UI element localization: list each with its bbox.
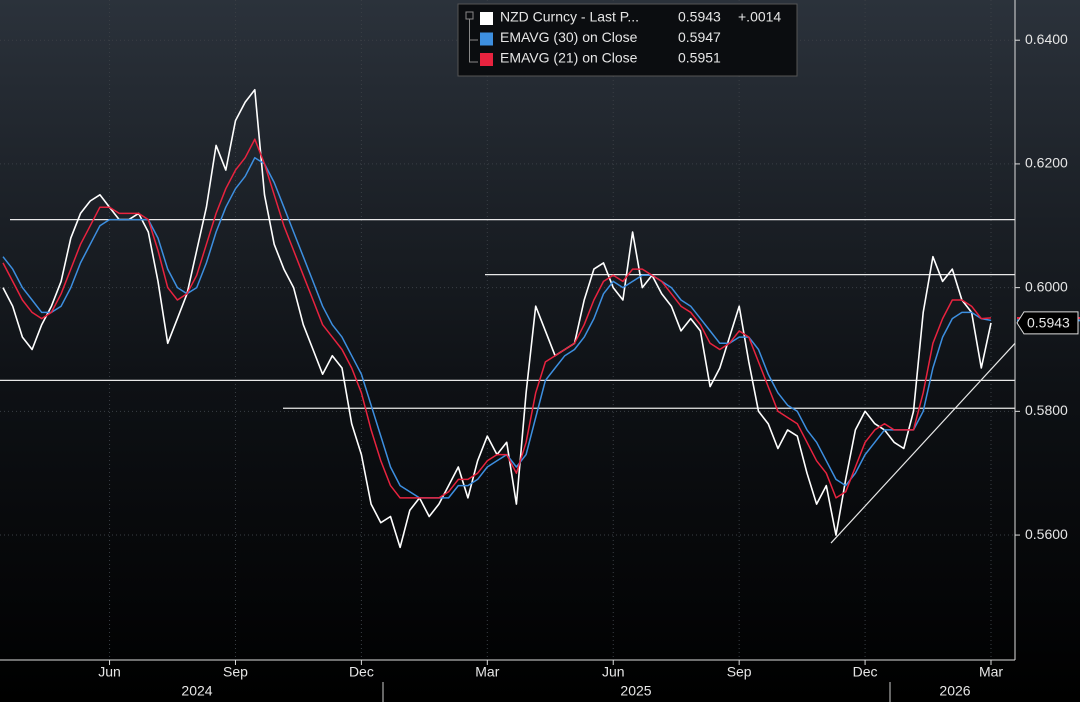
last-price-label: 0.5943: [1027, 315, 1070, 331]
x-tick-label: Jun: [602, 664, 625, 680]
last-price-tag: [1016, 311, 1079, 335]
legend-swatch: [480, 12, 493, 25]
series-line: [2, 156, 992, 499]
x-tick-label: Jun: [98, 664, 121, 680]
y-tick-label: 0.6000: [1025, 278, 1068, 294]
y-tick-label: 0.6200: [1025, 155, 1068, 171]
x-tick-label: Mar: [979, 664, 1003, 680]
y-tick-label: 0.5800: [1025, 402, 1068, 418]
legend-change: +.0014: [738, 9, 781, 25]
x-tick-label: Dec: [853, 664, 878, 680]
series-line: [2, 138, 992, 499]
legend-name: NZD Curncy - Last P...: [500, 9, 639, 25]
axes: 0.5600 0.5800 0.6000 0.6200 0.6400 Jun Sep Dec M…: [98, 31, 1080, 702]
legend-swatch: [480, 32, 493, 46]
plot: [0, 88, 1016, 549]
legend-name: EMAVG (21) on Close: [500, 50, 638, 66]
x-tick-label: Sep: [727, 664, 752, 680]
legend-name: EMAVG (30) on Close: [500, 29, 638, 45]
y-tick-label: 0.6400: [1025, 31, 1068, 47]
year-label: 2025: [620, 683, 651, 699]
x-tick-label: Dec: [349, 664, 374, 680]
legend-value: 0.5943: [678, 9, 721, 25]
legend: NZD Curncy - Last P... 0.5943 +.0014 EMAVG …: [457, 3, 798, 77]
trend-line: [830, 342, 1016, 544]
legend-tree: [469, 19, 478, 63]
legend-value: 0.5951: [678, 50, 721, 66]
y-tick-label: 0.5600: [1025, 526, 1068, 542]
legend-swatch: [480, 53, 493, 66]
legend-value: 0.5947: [678, 29, 721, 45]
x-tick-label: Sep: [223, 664, 248, 680]
legend-box: [457, 3, 798, 77]
year-label: 2024: [181, 683, 212, 699]
year-label: 2026: [939, 683, 970, 699]
x-tick-label: Mar: [475, 664, 499, 680]
